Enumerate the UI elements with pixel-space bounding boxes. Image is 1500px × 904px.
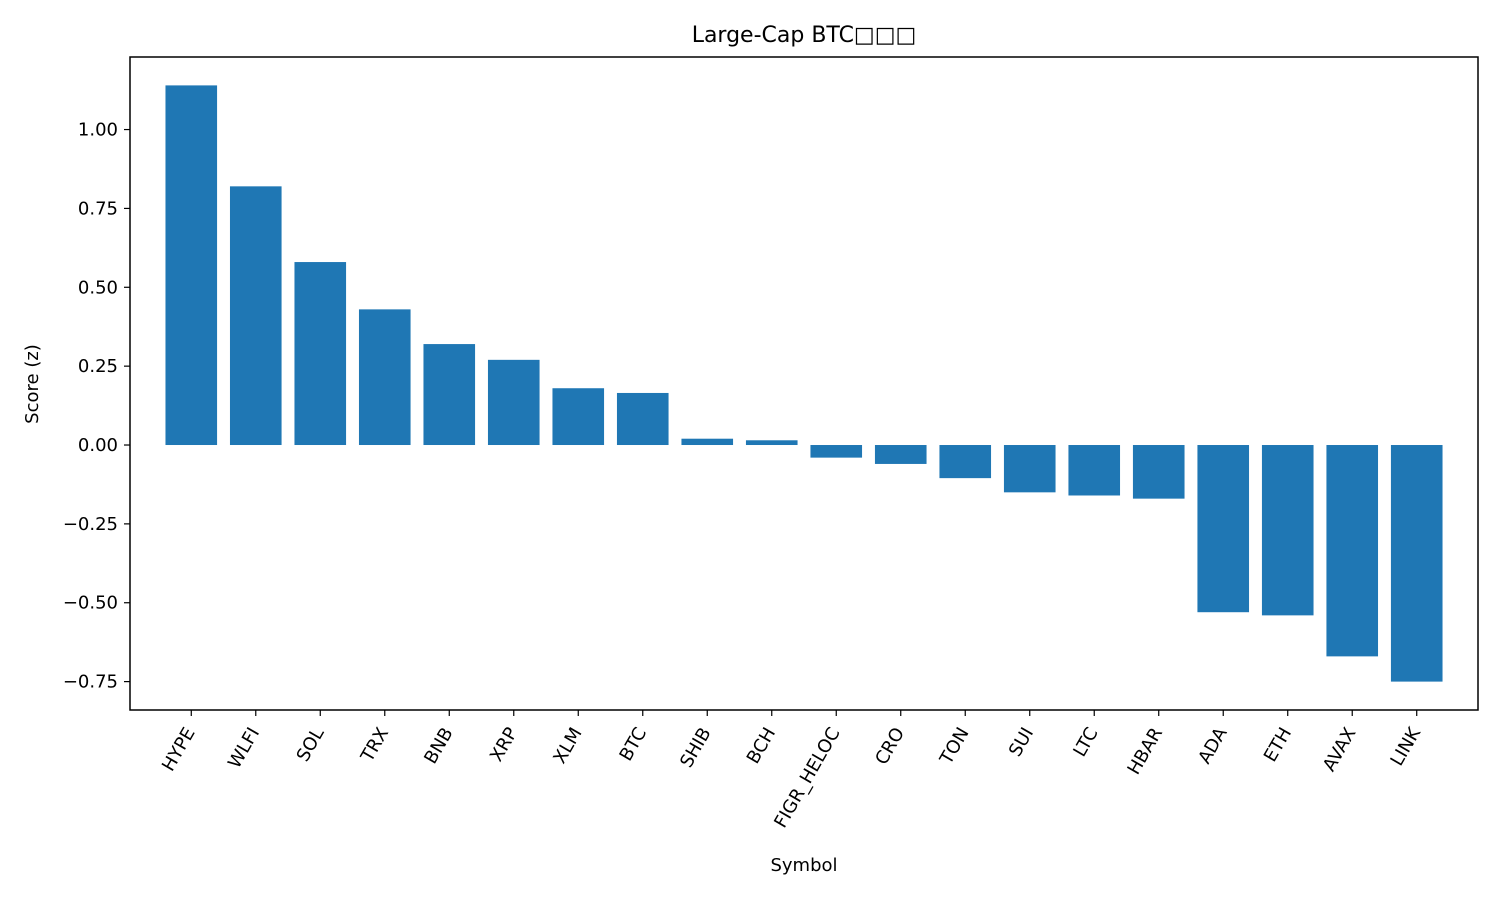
y-tick-label: 1.00	[78, 120, 118, 141]
bar-sui	[1003, 445, 1056, 493]
x-tick-label: SHIB	[676, 724, 715, 771]
bar-avax	[1326, 445, 1379, 657]
x-tick-label: BNB	[420, 724, 457, 768]
x-tick-label: ETH	[1260, 724, 1296, 766]
y-tick-label: 0.00	[78, 435, 118, 456]
bar-xlm	[552, 388, 605, 446]
y-tick-label: 0.50	[78, 277, 118, 298]
bar-bch	[745, 440, 798, 446]
chart-title: Large-Cap BTC□□□	[692, 23, 917, 48]
x-tick-label: ADA	[1194, 723, 1232, 767]
bar-sol	[294, 262, 347, 446]
y-axis-label: Score (z)	[22, 344, 43, 424]
x-axis-label: Symbol	[770, 855, 837, 876]
bar-hype	[165, 85, 218, 446]
x-tick-label: LTC	[1069, 724, 1102, 761]
plot-frame	[129, 56, 1479, 711]
x-axis: HYPE WLFI SOL TRX BNB XRP XLM BTC SHIB BCHFIGR_HE…	[158, 710, 1426, 832]
bar-btc	[616, 392, 669, 446]
x-tick-label: HYPE	[158, 724, 200, 775]
bar-trx	[358, 309, 411, 446]
x-tick-label: TRX	[356, 724, 393, 766]
bar-link	[1390, 445, 1443, 682]
x-tick-label: HBAR	[1124, 724, 1168, 778]
x-tick-label: WLFI	[224, 724, 264, 772]
bar-shib	[681, 438, 734, 446]
bar-ada	[1197, 445, 1250, 613]
x-tick-label: SUI	[1005, 724, 1038, 760]
bar-hbar	[1132, 445, 1185, 499]
x-tick-label: BTC	[615, 724, 651, 765]
x-tick-label: SOL	[293, 724, 329, 765]
y-tick-label: 0.75	[78, 198, 118, 219]
x-tick-label: TON	[936, 724, 974, 769]
bar-cro	[874, 445, 927, 464]
x-tick-label: CRO	[871, 724, 909, 768]
x-tick-label: FIGR_HELOC	[770, 724, 844, 832]
bar-wlfi	[229, 186, 282, 446]
bar-figr-heloc	[810, 445, 863, 458]
y-tick-label: −0.75	[63, 672, 118, 693]
bars-layer	[165, 85, 1443, 682]
x-tick-label: XRP	[486, 724, 522, 766]
x-tick-label: BCH	[743, 724, 780, 768]
y-tick-label: −0.25	[63, 514, 118, 535]
y-axis: 1.00 0.75 0.50 0.25 0.00 −0.25 −0.50 −0.75	[63, 120, 130, 693]
bar-xrp	[487, 359, 540, 446]
bar-ton	[939, 445, 992, 479]
bar-ltc	[1068, 445, 1121, 496]
x-tick-label: XLM	[549, 724, 586, 767]
bar-bnb	[423, 344, 476, 446]
bar-eth	[1261, 445, 1314, 616]
x-tick-label: LINK	[1387, 723, 1426, 770]
y-tick-label: −0.50	[63, 593, 118, 614]
x-tick-label: AVAX	[1319, 724, 1361, 775]
y-tick-label: 0.25	[78, 356, 118, 377]
